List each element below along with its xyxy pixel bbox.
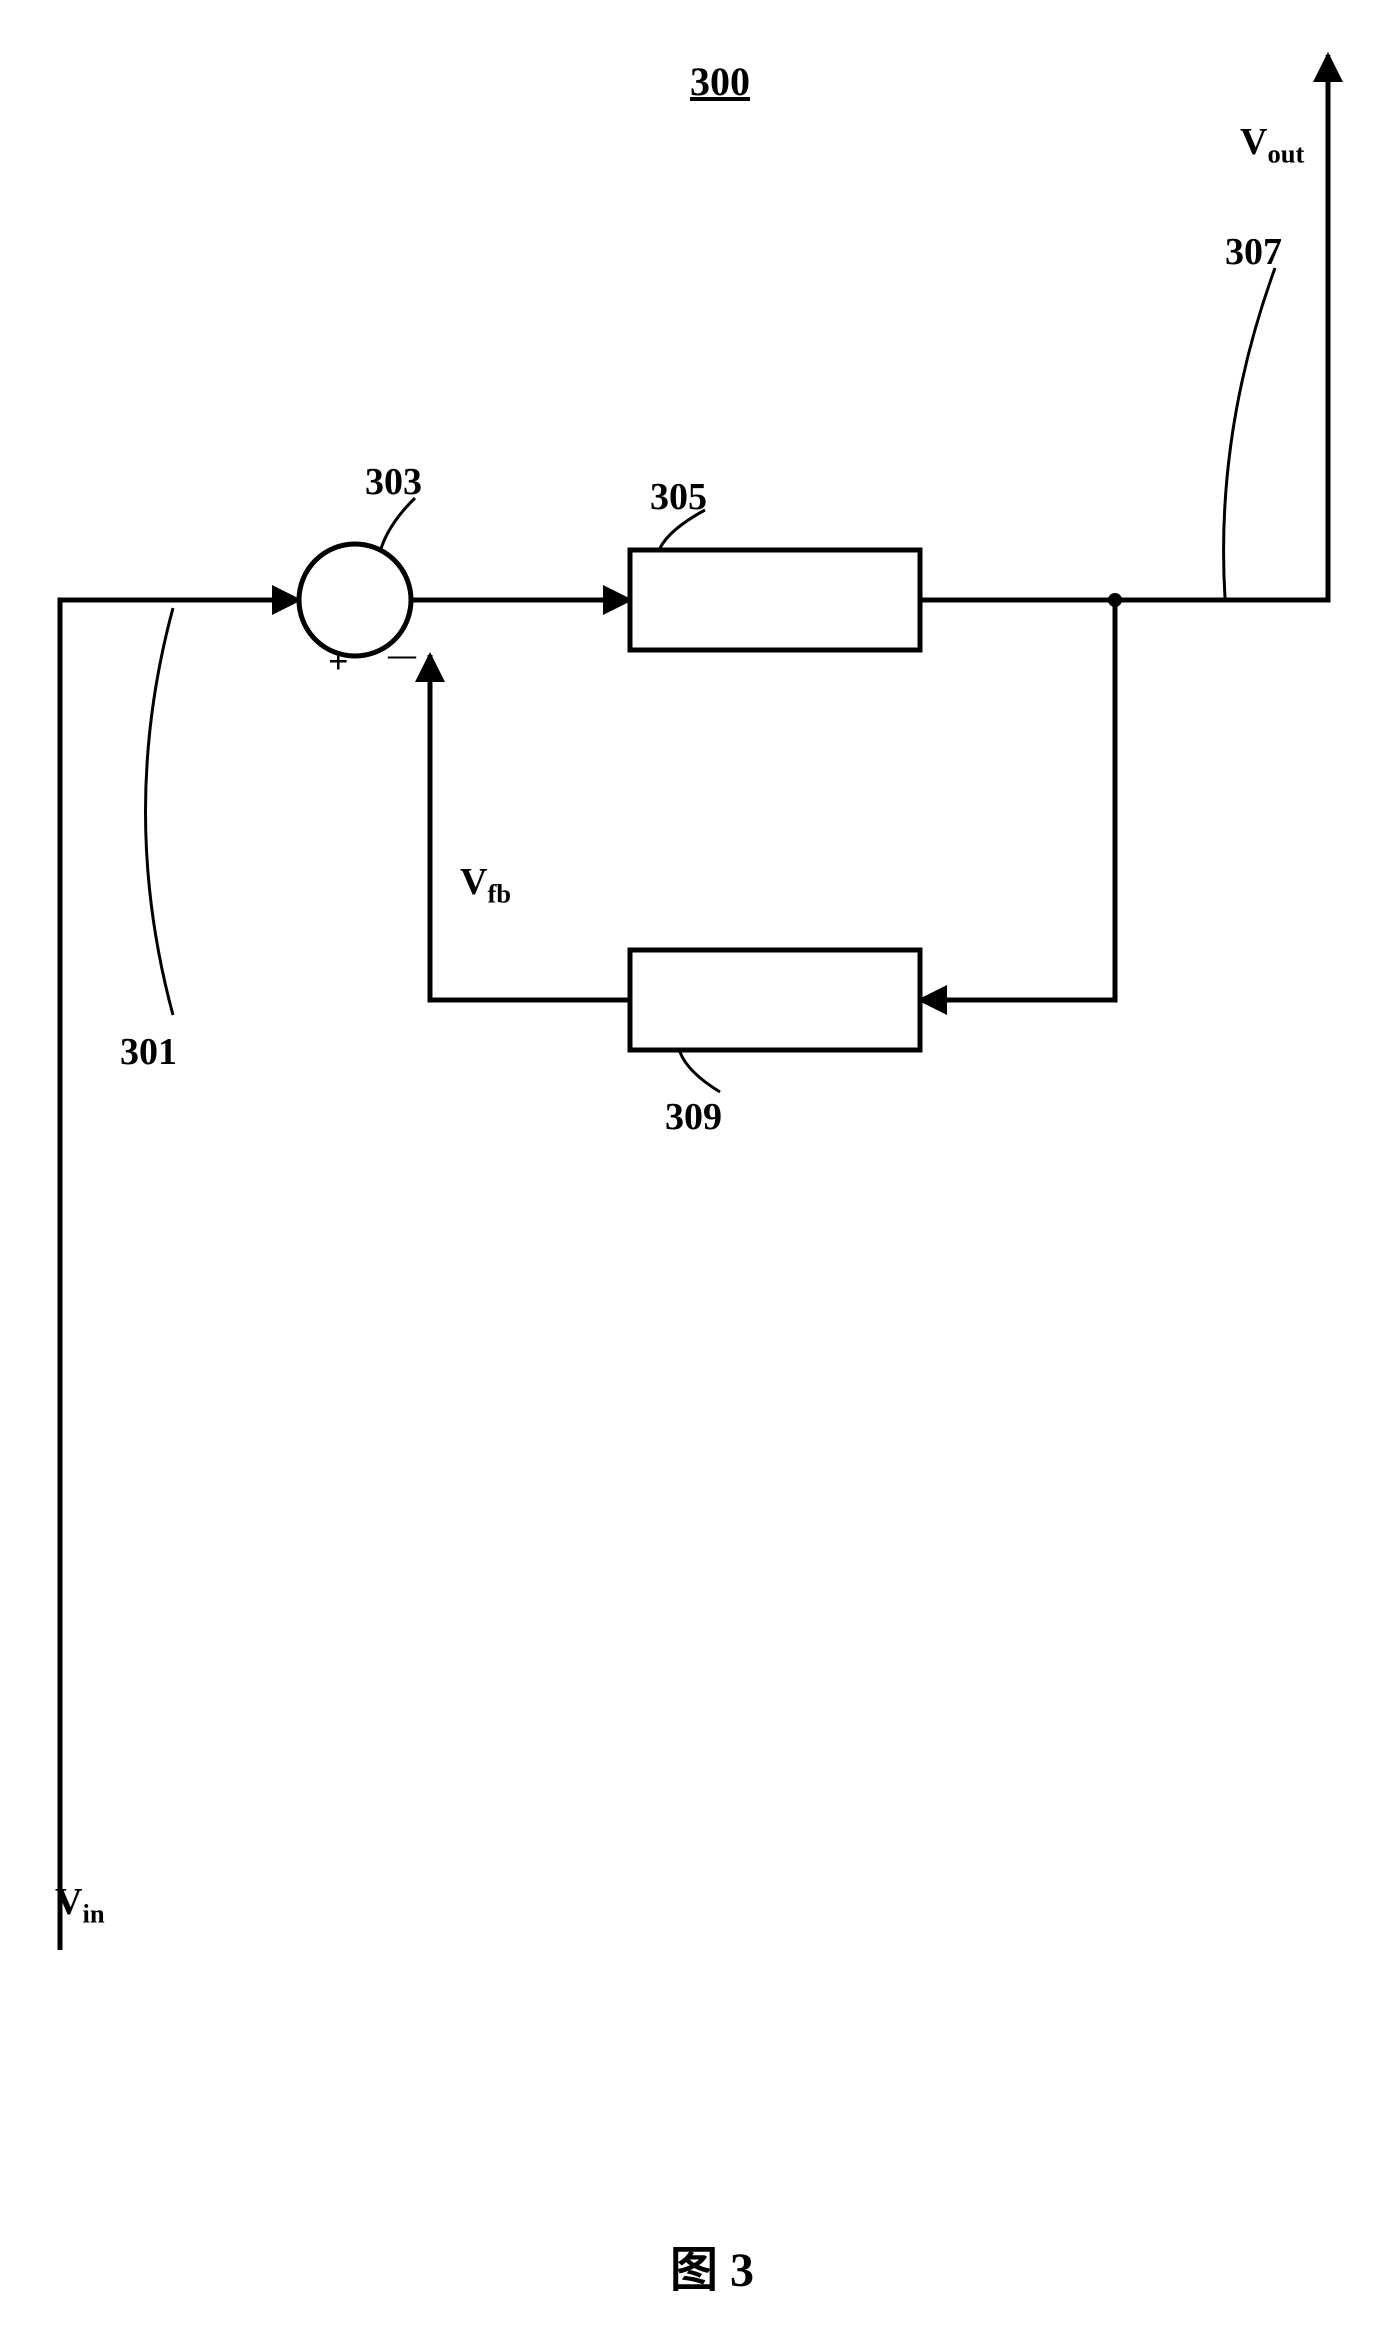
block-305 <box>630 550 920 650</box>
leader-303 <box>380 498 415 552</box>
leader-301 <box>146 608 174 1015</box>
figure-number: 300 <box>690 58 750 105</box>
block-309 <box>630 950 920 1050</box>
ref-301: 301 <box>120 1030 177 1074</box>
vout-label: Vout <box>1240 120 1304 170</box>
ref-309: 309 <box>665 1095 722 1139</box>
figure-caption: 图 3 <box>670 2230 754 2300</box>
vin-label: Vin <box>55 1880 105 1930</box>
tap-dot <box>1108 593 1122 607</box>
leader-309 <box>680 1052 720 1092</box>
wire-tap-to-feedback <box>920 600 1115 1000</box>
sum-plus: + <box>328 640 349 682</box>
leader-307 <box>1224 268 1275 598</box>
sum-minus: — <box>388 640 416 672</box>
ref-305: 305 <box>650 475 707 519</box>
wire-feedback-to-sum <box>430 655 630 1000</box>
ref-307: 307 <box>1225 230 1282 274</box>
vfb-label: Vfb <box>460 860 511 910</box>
ref-303: 303 <box>365 460 422 504</box>
diagram-canvas <box>0 0 1387 2325</box>
wire-vin-to-sum <box>60 600 299 1950</box>
